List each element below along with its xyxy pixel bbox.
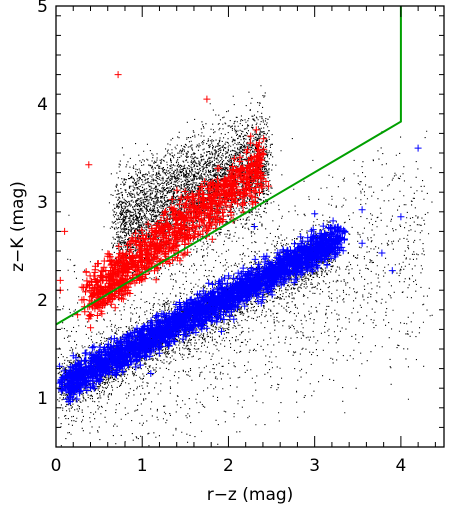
red-plus-series: [56, 71, 273, 332]
black-dots-series: [57, 85, 433, 447]
blue-plus-series: [56, 144, 422, 406]
black-dot-markers: [57, 85, 433, 447]
axis-ticks: [55, 6, 444, 448]
y-tick-label: 4: [37, 95, 48, 115]
plot-frame: [55, 5, 445, 448]
green-boundary-line: [55, 6, 402, 326]
y-axis-title: z−K (mag): [8, 181, 28, 272]
axis-tick-labels: 0 1 2 3 4 1 2 3 4 5: [37, 0, 406, 476]
x-tick-label: 0: [51, 456, 62, 476]
y-tick-label: 1: [37, 389, 48, 409]
x-tick-label: 4: [395, 456, 406, 476]
blue-plus-markers: [56, 144, 422, 406]
y-tick-label: 2: [37, 291, 48, 311]
red-plus-markers: [56, 71, 273, 332]
x-tick-label: 2: [223, 456, 234, 476]
y-tick-label: 5: [37, 0, 48, 17]
x-tick-label: 1: [137, 456, 148, 476]
x-tick-label: 3: [309, 456, 320, 476]
x-axis-title: r−z (mag): [207, 485, 294, 505]
selection-line: [55, 6, 402, 326]
y-tick-label: 3: [37, 193, 48, 213]
